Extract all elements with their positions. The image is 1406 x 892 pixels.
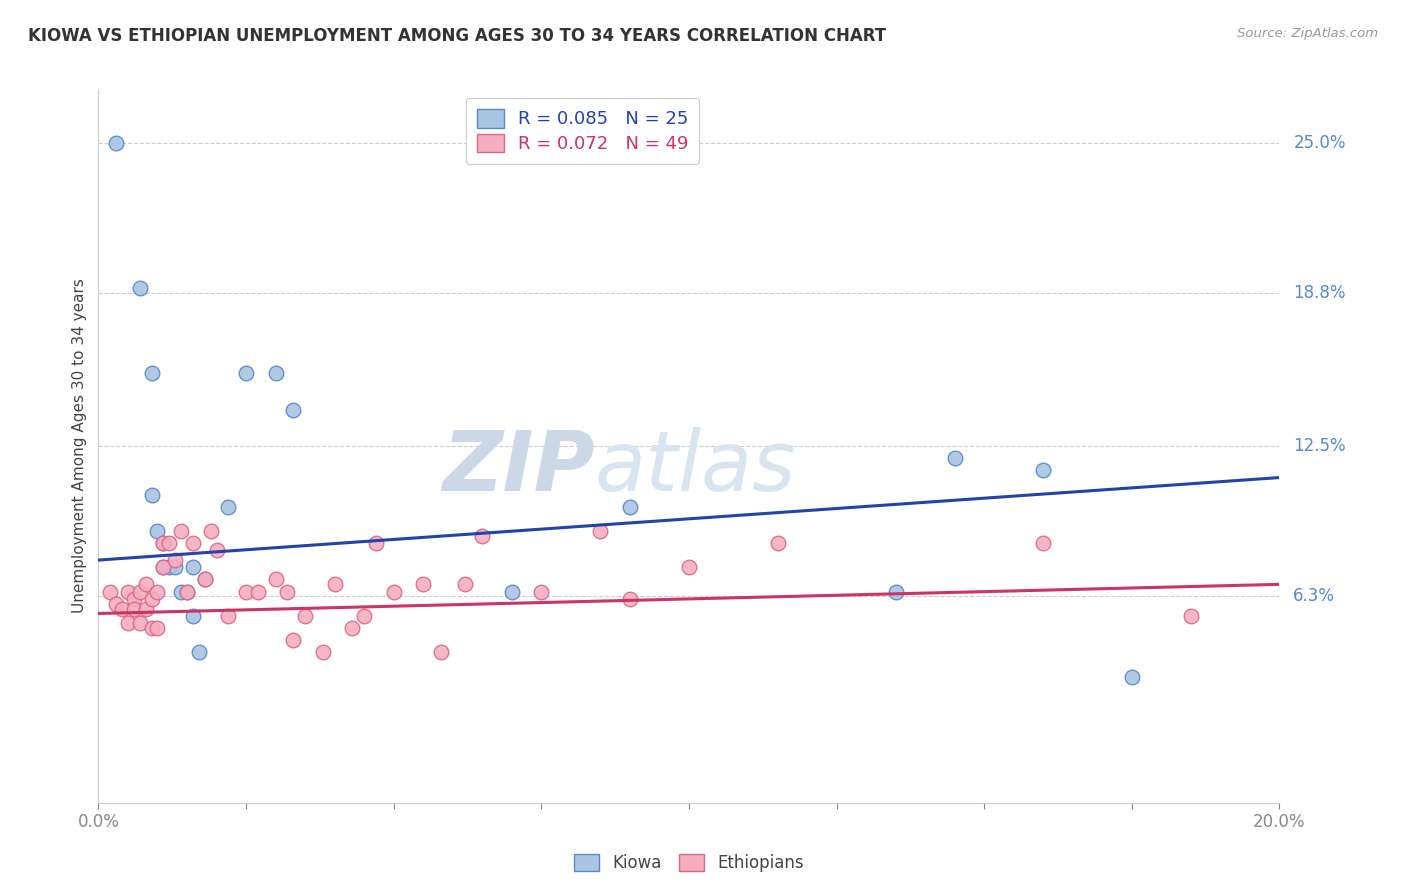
Point [111,601,134,615]
Point [128,584,150,599]
Point [235,366,257,380]
Point [157,536,180,550]
Point [165,560,187,574]
Text: 18.8%: 18.8% [1294,284,1346,302]
Point [141,621,163,635]
Point [430,645,453,659]
Point [146,524,169,538]
Point [146,584,169,599]
Text: 25.0%: 25.0% [1294,134,1346,152]
Point [294,608,316,623]
Point [181,536,204,550]
Point [589,524,612,538]
Point [128,616,150,631]
Point [342,621,364,635]
Point [165,553,187,567]
Point [122,601,145,615]
Point [135,601,157,615]
Text: ZIP: ZIP [441,427,595,508]
Legend: Kiowa, Ethiopians: Kiowa, Ethiopians [567,846,811,880]
Point [152,536,174,550]
Point [678,560,700,574]
Point [312,645,335,659]
Point [323,577,346,591]
Point [766,536,789,550]
Text: Source: ZipAtlas.com: Source: ZipAtlas.com [1237,27,1378,40]
Point [471,529,494,543]
Point [246,584,269,599]
Point [128,281,150,295]
Text: 6.3%: 6.3% [1294,588,1336,606]
Text: KIOWA VS ETHIOPIAN UNEMPLOYMENT AMONG AGES 30 TO 34 YEARS CORRELATION CHART: KIOWA VS ETHIOPIAN UNEMPLOYMENT AMONG AG… [28,27,886,45]
Point [1032,463,1054,477]
Point [152,536,174,550]
Point [200,524,222,538]
Text: 12.5%: 12.5% [1294,437,1346,455]
Point [235,584,257,599]
Point [105,597,128,611]
Point [364,536,387,550]
Point [141,366,163,380]
Point [619,500,641,514]
Point [157,560,180,574]
Point [98,584,121,599]
Point [884,584,907,599]
Y-axis label: Unemployment Among Ages 30 to 34 years: Unemployment Among Ages 30 to 34 years [72,278,87,614]
Point [187,645,209,659]
Point [135,577,157,591]
Point [181,608,204,623]
Point [382,584,405,599]
Point [146,621,169,635]
Point [619,591,641,606]
Point [1180,608,1202,623]
Point [194,573,217,587]
Point [943,451,966,466]
Point [176,584,198,599]
Point [501,584,523,599]
Point [264,366,287,380]
Point [176,584,198,599]
Point [181,560,204,574]
Point [353,608,375,623]
Point [412,577,434,591]
Point [283,402,305,417]
Point [170,584,193,599]
Point [453,577,475,591]
Point [122,591,145,606]
Point [194,573,217,587]
Point [141,487,163,501]
Point [205,543,228,558]
Point [170,524,193,538]
Point [1121,670,1143,684]
Point [117,616,139,631]
Point [1032,536,1054,550]
Point [283,633,305,648]
Point [217,608,239,623]
Point [276,584,298,599]
Point [530,584,553,599]
Point [264,573,287,587]
Point [117,584,139,599]
Text: atlas: atlas [595,427,796,508]
Point [152,560,174,574]
Point [141,591,163,606]
Point [217,500,239,514]
Point [152,560,174,574]
Point [105,136,128,150]
